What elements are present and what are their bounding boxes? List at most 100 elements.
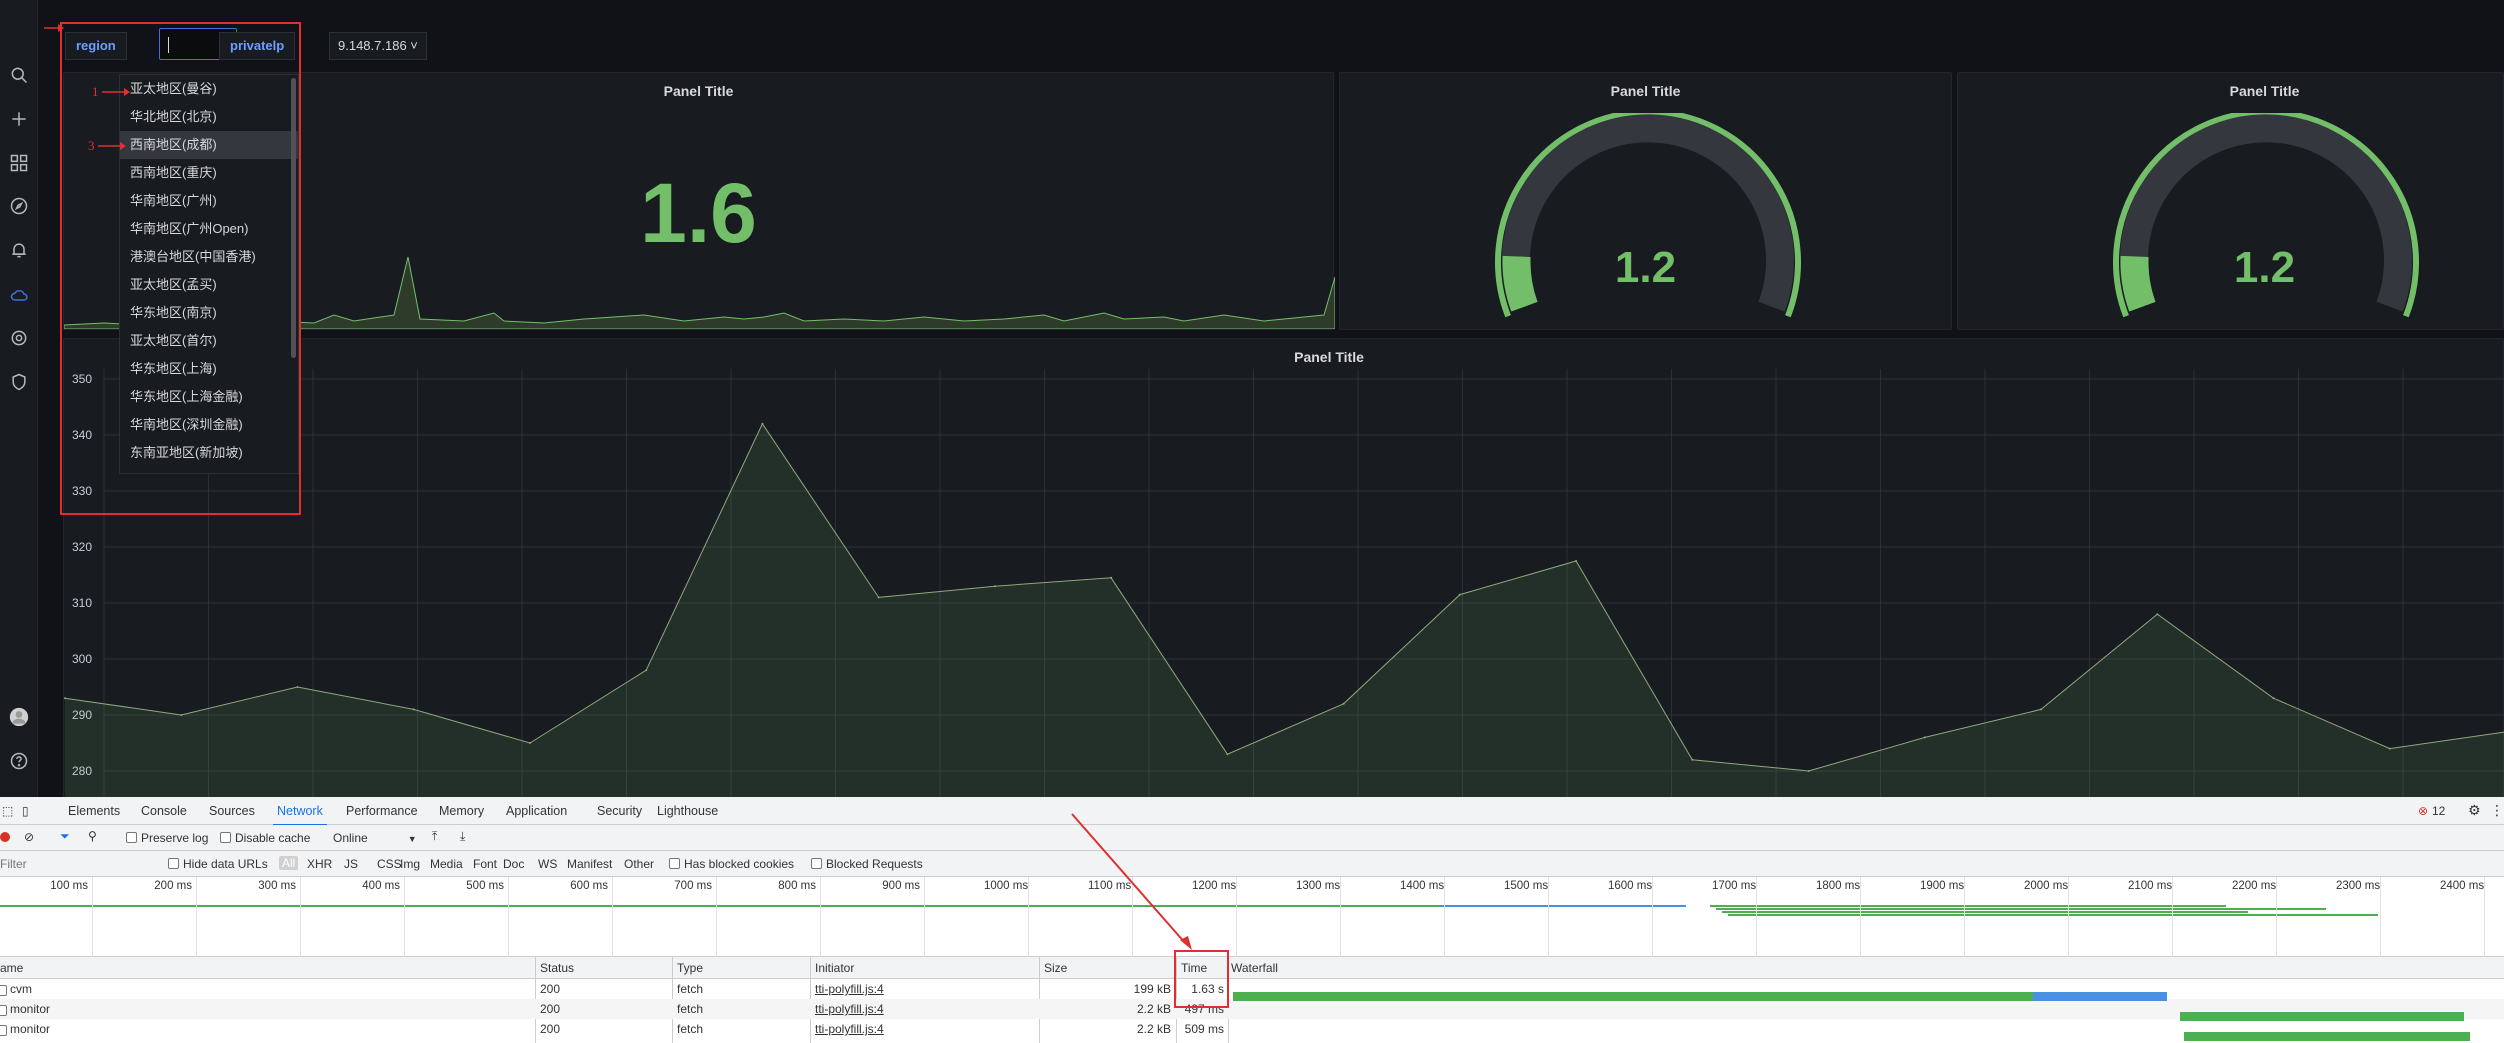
- type-filter-other[interactable]: Other: [624, 857, 655, 871]
- throttle-select[interactable]: Online ▼: [333, 831, 417, 845]
- dropdown-option[interactable]: 华南地区(广州): [130, 193, 217, 208]
- search-icon[interactable]: [6, 62, 32, 88]
- col-name[interactable]: ame: [0, 961, 24, 975]
- gauge-panel-1[interactable]: Panel Title 1.2: [1339, 72, 1952, 330]
- timeline-gridline: [404, 877, 405, 957]
- explore-icon[interactable]: [6, 193, 32, 219]
- disable-cache-checkbox[interactable]: Disable cache: [220, 831, 310, 845]
- hide-data-urls-checkbox[interactable]: Hide data URLs: [168, 857, 268, 871]
- filter-input[interactable]: Filter: [0, 857, 27, 871]
- error-count[interactable]: 12: [2432, 804, 2446, 818]
- gear-icon[interactable]: ⚙: [2468, 802, 2481, 818]
- tab-performance[interactable]: Performance: [346, 804, 418, 818]
- privateip-variable-select[interactable]: 9.148.7.186 ˅: [329, 32, 427, 60]
- data-point: [877, 596, 880, 599]
- col-time[interactable]: Time: [1181, 961, 1208, 975]
- filter-icon[interactable]: ⏷: [60, 829, 70, 843]
- tab-application[interactable]: Application: [506, 804, 568, 818]
- col-waterfall[interactable]: Waterfall: [1231, 961, 1278, 975]
- more-icon[interactable]: ⋮: [2490, 802, 2504, 818]
- help-icon[interactable]: [6, 748, 32, 774]
- dashboards-icon[interactable]: [6, 150, 32, 176]
- type-filter-js[interactable]: JS: [344, 857, 359, 871]
- avatar[interactable]: [6, 704, 32, 730]
- col-type[interactable]: Type: [677, 961, 704, 975]
- y-tick-label: 350: [72, 372, 92, 386]
- dropdown-option[interactable]: 港澳台地区(中国香港): [130, 249, 256, 264]
- col-initiator[interactable]: Initiator: [815, 961, 855, 975]
- shield-icon[interactable]: [6, 369, 32, 395]
- y-tick-label: 290: [72, 708, 92, 722]
- type-filter-media[interactable]: Media: [430, 857, 463, 871]
- type-filter-css[interactable]: CSS: [377, 857, 402, 871]
- plus-icon[interactable]: [6, 106, 32, 132]
- dropdown-option[interactable]: 华东地区(上海): [130, 361, 217, 376]
- dropdown-option[interactable]: 华东地区(上海金融): [130, 389, 243, 404]
- inspect-icon[interactable]: ⬚: [2, 804, 14, 818]
- timeline-gridline: [508, 877, 509, 957]
- dropdown-option[interactable]: 华南地区(广州Open): [130, 221, 249, 236]
- network-overview-timeline[interactable]: 100 ms 200 ms 300 ms 400 ms 500 ms 600 ms 700 …: [0, 877, 2504, 957]
- request-initiator[interactable]: tti-polyfill.js:4: [815, 1002, 884, 1016]
- graph-panel[interactable]: Panel Title 350 340 330 320 310 300 290 280: [63, 338, 2504, 801]
- tab-lighthouse[interactable]: Lighthouse: [657, 804, 719, 818]
- request-name: monitor: [10, 1002, 51, 1016]
- gauge-panel-2[interactable]: Panel Title 1.2: [1957, 72, 2504, 330]
- dropdown-option[interactable]: 华北地区(北京): [130, 109, 217, 124]
- timeline-gridline: [1236, 877, 1237, 957]
- request-initiator[interactable]: tti-polyfill.js:4: [815, 982, 884, 996]
- table-row[interactable]: monitor 200 fetch tti-polyfill.js:4 2.2 kB 50…: [0, 1019, 2504, 1039]
- type-filter-font[interactable]: Font: [473, 857, 498, 871]
- request-initiator[interactable]: tti-polyfill.js:4: [815, 1022, 884, 1036]
- timeline-gridline: [300, 877, 301, 957]
- col-size[interactable]: Size: [1044, 961, 1068, 975]
- type-filter-manifest[interactable]: Manifest: [567, 857, 613, 871]
- clear-icon[interactable]: ⊘: [24, 830, 35, 844]
- cloud-icon[interactable]: [6, 282, 32, 308]
- tab-network[interactable]: Network: [273, 804, 327, 826]
- timeline-gridline: [2484, 877, 2485, 957]
- tab-memory[interactable]: Memory: [439, 804, 485, 818]
- dropdown-option[interactable]: 东南亚地区(新加坡): [130, 445, 243, 460]
- search-icon[interactable]: ⚲: [88, 829, 97, 843]
- alert-bell-icon[interactable]: [6, 237, 32, 263]
- download-icon[interactable]: ⤓: [460, 829, 466, 843]
- request-size: 199 kB: [1133, 982, 1171, 996]
- upload-icon[interactable]: ⤒: [432, 829, 438, 843]
- dropdown-option[interactable]: 西南地区(成都): [120, 131, 298, 159]
- device-toggle-icon[interactable]: ▯: [22, 804, 29, 818]
- record-icon[interactable]: [0, 832, 10, 842]
- dropdown-option[interactable]: 华东地区(南京): [130, 305, 217, 320]
- dropdown-option[interactable]: 亚太地区(孟买): [130, 277, 217, 292]
- type-filter-doc[interactable]: Doc: [503, 857, 525, 871]
- dropdown-scrollbar[interactable]: [291, 78, 296, 358]
- timeline-bar: [1728, 914, 2378, 916]
- timeline-gridline: [2068, 877, 2069, 957]
- preserve-log-checkbox[interactable]: Preserve log: [126, 831, 208, 845]
- tab-console[interactable]: Console: [141, 804, 187, 818]
- col-status[interactable]: Status: [540, 961, 575, 975]
- timeline-gridline: [716, 877, 717, 957]
- data-point: [2272, 697, 2275, 700]
- table-row[interactable]: monitor 200 fetch tti-polyfill.js:4 2.2 kB 49…: [0, 999, 2504, 1019]
- timeline-tick-label: 2200 ms: [2232, 880, 2277, 892]
- dropdown-option[interactable]: 西南地区(重庆): [130, 165, 217, 180]
- request-status: 200: [540, 1002, 561, 1016]
- type-filter-img[interactable]: Img: [400, 857, 421, 871]
- dropdown-option[interactable]: 亚太地区(首尔): [130, 333, 217, 348]
- table-row[interactable]: cvm 200 fetch tti-polyfill.js:4 199 kB 1.63 s: [0, 979, 2504, 999]
- timeline-tick-label: 1200 ms: [1192, 880, 1237, 892]
- has-blocked-cookies-checkbox[interactable]: Has blocked cookies: [669, 857, 794, 871]
- tab-sources[interactable]: Sources: [209, 804, 255, 818]
- dropdown-option[interactable]: 亚太地区(曼谷): [130, 81, 217, 96]
- tab-security[interactable]: Security: [597, 804, 643, 818]
- type-filter-ws[interactable]: WS: [538, 857, 558, 871]
- tab-elements[interactable]: Elements: [68, 804, 121, 818]
- data-point: [1575, 560, 1578, 562]
- type-filter-xhr[interactable]: XHR: [307, 857, 333, 871]
- error-icon[interactable]: ⊗: [2418, 804, 2429, 818]
- blocked-requests-checkbox[interactable]: Blocked Requests: [811, 857, 923, 871]
- type-filter-all[interactable]: All: [279, 856, 299, 870]
- dropdown-option[interactable]: 华南地区(深圳金融): [130, 417, 243, 432]
- gear-icon[interactable]: [6, 325, 32, 351]
